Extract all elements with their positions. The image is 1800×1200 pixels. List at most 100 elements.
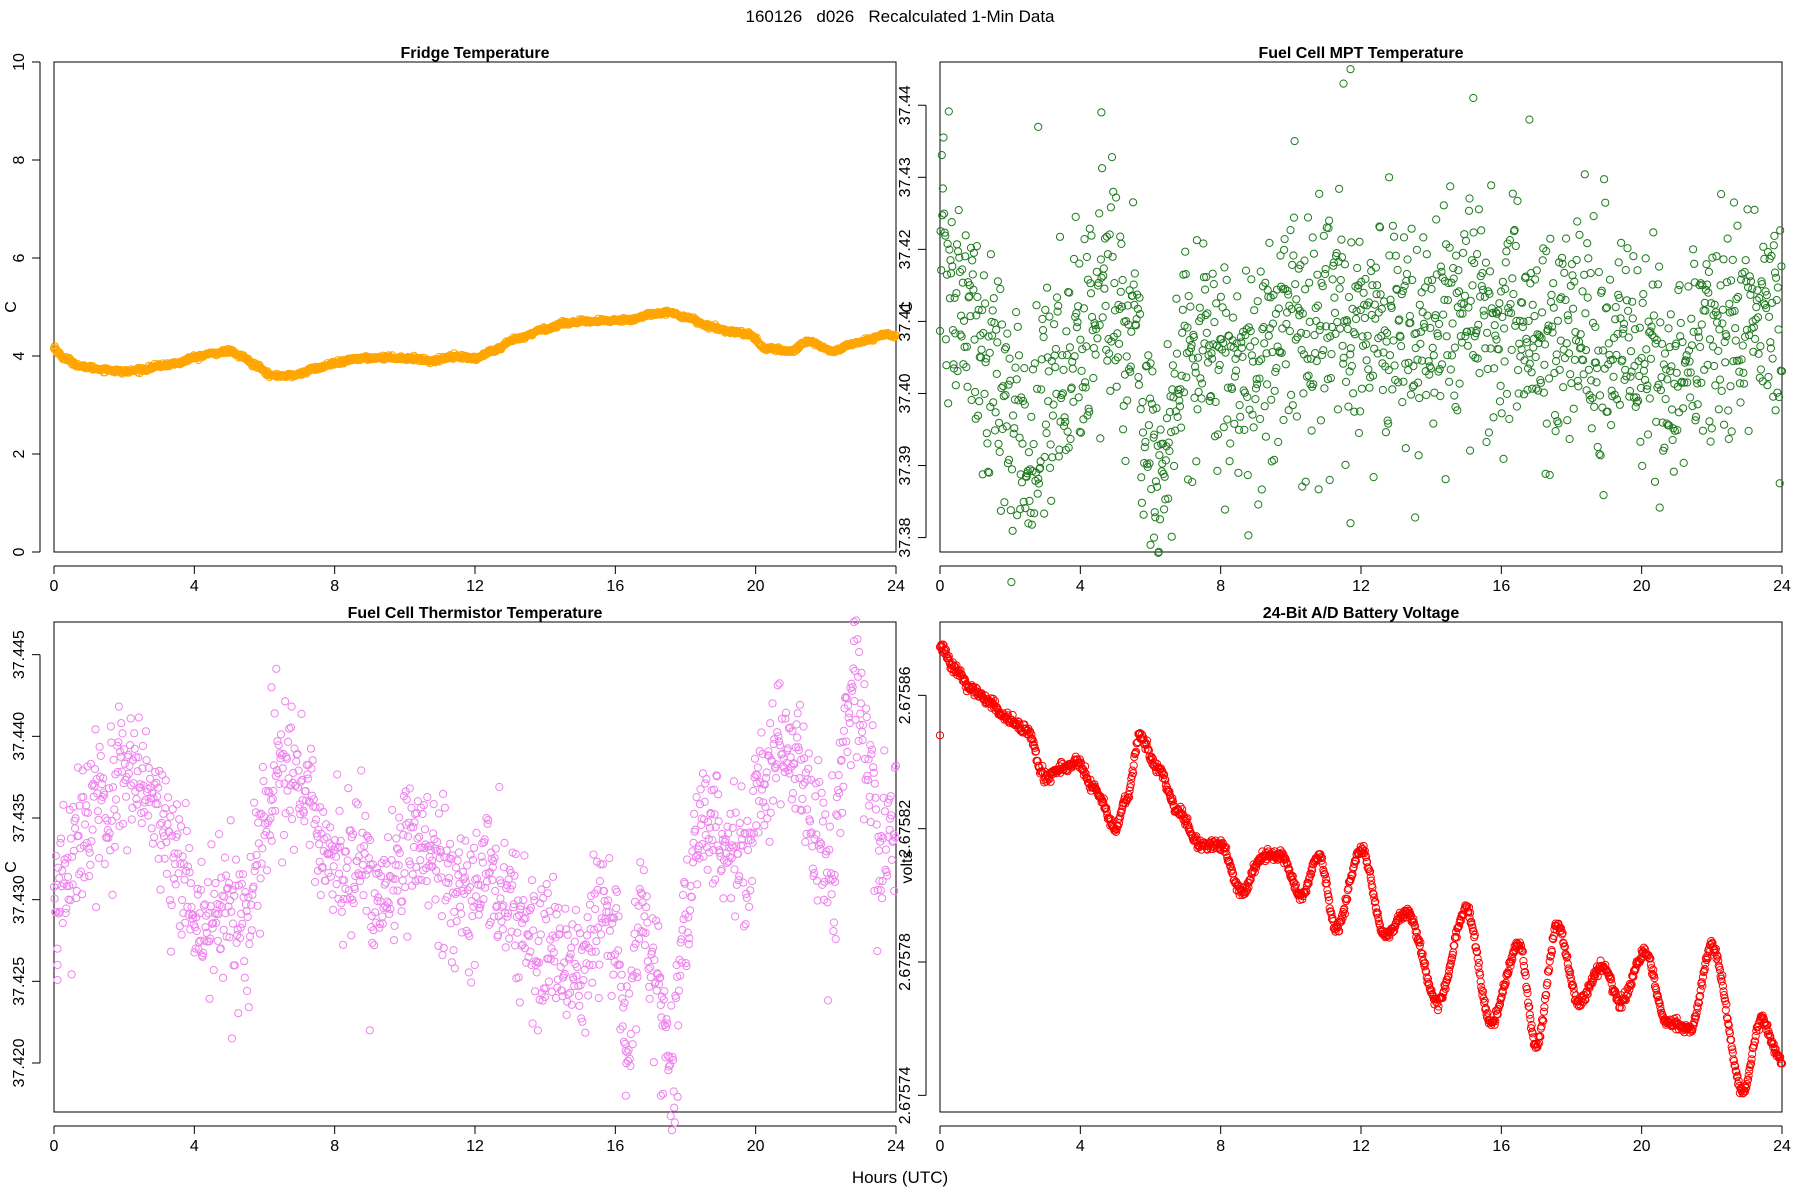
- data-point: [1456, 332, 1465, 341]
- data-point: [995, 418, 1004, 427]
- data-point: [449, 946, 458, 955]
- data-point: [1460, 230, 1469, 239]
- data-point: [53, 960, 62, 970]
- data-point: [1768, 298, 1777, 307]
- data-point: [1161, 456, 1171, 465]
- data-point: [1025, 496, 1034, 505]
- data-point: [859, 815, 868, 824]
- data-point: [1430, 388, 1439, 397]
- data-point: [955, 253, 964, 262]
- data-point: [221, 871, 231, 880]
- data-point: [1156, 425, 1165, 434]
- data-point: [741, 920, 750, 929]
- data-point: [1295, 306, 1305, 315]
- data-point: [1562, 234, 1571, 243]
- data-point: [236, 933, 245, 943]
- data-point: [1316, 321, 1325, 330]
- data-point: [1155, 515, 1165, 524]
- data-point: [647, 947, 657, 956]
- data-point: [1601, 304, 1611, 313]
- data-point: [1302, 372, 1312, 381]
- data-point: [1464, 206, 1474, 215]
- data-point: [757, 785, 767, 794]
- data-point: [1525, 115, 1534, 124]
- data-point: [1419, 233, 1428, 242]
- data-point: [1058, 351, 1067, 360]
- data-point: [1657, 373, 1666, 382]
- data-point: [316, 803, 325, 812]
- data-point: [570, 981, 579, 991]
- data-point: [337, 907, 346, 916]
- data-point: [306, 744, 315, 753]
- data-point: [1385, 173, 1394, 182]
- data-point: [78, 890, 87, 899]
- data-point: [359, 891, 368, 900]
- data-point: [865, 801, 874, 810]
- data-point: [298, 775, 307, 785]
- data-point: [1375, 223, 1385, 232]
- data-point: [1177, 423, 1186, 432]
- data-point: [395, 813, 404, 822]
- data-point: [1570, 277, 1579, 286]
- data-point: [1241, 887, 1251, 896]
- data-point: [1613, 329, 1622, 339]
- data-point: [1064, 443, 1073, 452]
- data-point: [1666, 310, 1675, 319]
- data-point: [508, 881, 517, 890]
- data-point: [837, 755, 846, 764]
- data-point: [781, 714, 790, 723]
- data-point: [1505, 414, 1514, 424]
- data-point: [1068, 364, 1077, 373]
- data-point: [175, 922, 184, 931]
- data-point: [604, 896, 613, 905]
- data-point: [178, 896, 187, 905]
- data-point: [1531, 352, 1540, 362]
- data-point: [276, 730, 286, 739]
- data-point: [1710, 361, 1719, 371]
- data-point: [1669, 424, 1678, 433]
- data-point: [238, 919, 247, 928]
- data-point: [1672, 368, 1681, 377]
- data-point: [193, 890, 202, 899]
- data-point: [117, 719, 126, 728]
- data-point: [853, 635, 862, 644]
- data-point: [53, 944, 62, 953]
- data-point: [187, 903, 196, 912]
- data-point: [1097, 108, 1106, 117]
- data-point: [1485, 289, 1494, 298]
- data-point: [271, 771, 280, 780]
- data-point: [943, 239, 952, 248]
- data-point: [1738, 269, 1747, 278]
- data-point: [562, 1010, 571, 1020]
- data-point: [1117, 302, 1127, 311]
- data-point: [1191, 836, 1200, 845]
- data-point: [1594, 346, 1603, 355]
- data-point: [1524, 316, 1533, 325]
- data-point: [1414, 451, 1423, 460]
- data-point: [1454, 287, 1464, 296]
- data-point: [982, 429, 991, 438]
- x-tick-label: 0: [50, 578, 59, 595]
- data-point: [215, 900, 224, 910]
- data-point: [590, 925, 599, 934]
- data-point: [674, 986, 684, 995]
- data-point: [685, 906, 695, 915]
- data-point: [557, 986, 567, 995]
- data-point: [121, 792, 131, 801]
- data-point: [813, 896, 822, 905]
- data-point: [1360, 313, 1369, 323]
- data-point: [1112, 382, 1121, 391]
- data-point: [1603, 407, 1612, 416]
- data-point: [1563, 311, 1572, 320]
- data-point: [465, 883, 475, 892]
- data-point: [951, 329, 960, 338]
- data-point: [1254, 500, 1263, 509]
- data-point: [1460, 291, 1470, 300]
- data-point: [1096, 794, 1106, 803]
- data-point: [1242, 325, 1251, 334]
- data-point: [1137, 473, 1146, 482]
- data-point: [1249, 423, 1258, 432]
- data-point: [1296, 328, 1306, 337]
- data-point: [1212, 299, 1221, 308]
- data-point: [1675, 281, 1684, 290]
